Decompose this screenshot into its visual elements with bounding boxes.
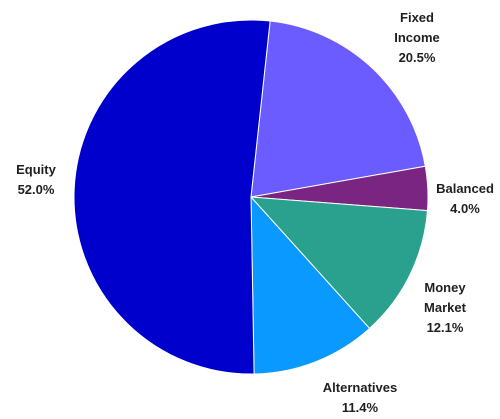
slice-name-fixed-income: Fixed	[400, 10, 434, 25]
slice-name-equity: Equity	[16, 162, 56, 177]
pie-slice-equity	[73, 19, 271, 375]
slice-label-equity: Equity 52.0%	[16, 162, 56, 197]
slice-label-money-market: Money Market 12.1%	[424, 280, 467, 335]
pie-slice-fixed-income	[250, 20, 426, 198]
slice-label-fixed-income: Fixed Income 20.5%	[394, 10, 440, 65]
slice-name-money-market: Market	[424, 300, 467, 315]
slice-name-fixed-income: Income	[394, 30, 440, 45]
slice-label-alternatives: Alternatives 11.4%	[323, 380, 397, 415]
slice-name-money-market: Money	[424, 280, 466, 295]
slice-label-balanced: Balanced 4.0%	[436, 181, 494, 216]
slice-name-balanced: Balanced	[436, 181, 494, 196]
slice-value-label-fixed-income: 20.5%	[399, 50, 436, 65]
pie-slice-alternatives	[250, 195, 371, 375]
slice-value-label-equity: 52.0%	[18, 182, 55, 197]
slice-value-label-alternatives: 11.4%	[342, 400, 379, 415]
pie-slice-money-market	[249, 196, 429, 330]
slice-value-label-money-market: 12.1%	[427, 320, 464, 335]
slice-name-alternatives: Alternatives	[323, 380, 397, 395]
slice-value-label-balanced: 4.0%	[450, 201, 480, 216]
